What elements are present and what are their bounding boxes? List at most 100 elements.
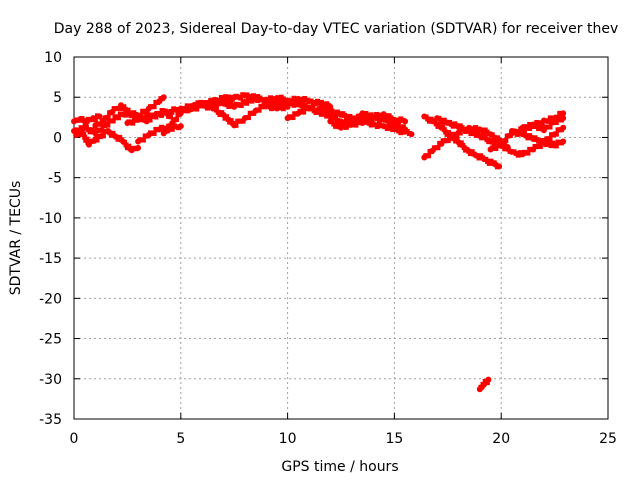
sample-marker xyxy=(159,112,165,118)
y-tick-label: -30 xyxy=(39,372,62,388)
sample-marker xyxy=(185,108,191,114)
data-point xyxy=(485,376,492,383)
data-point xyxy=(560,138,567,145)
sample-marker xyxy=(545,118,551,124)
sample-marker xyxy=(125,107,131,113)
sample-marker xyxy=(553,143,559,149)
sample-marker xyxy=(169,126,175,132)
sample-marker xyxy=(539,120,545,126)
sample-marker xyxy=(301,109,307,115)
sample-marker xyxy=(354,118,360,124)
sample-marker xyxy=(553,120,559,126)
sample-marker xyxy=(280,106,286,112)
data-point xyxy=(560,110,567,117)
sample-marker xyxy=(174,116,180,122)
tick-marks xyxy=(73,56,609,420)
sample-marker xyxy=(312,101,318,107)
sample-marker xyxy=(130,120,136,126)
sample-marker xyxy=(144,108,150,114)
sample-marker xyxy=(484,380,490,386)
y-tick-labels: 10 5 0 -5 -10 -15 -20 -25 -30 -35 xyxy=(39,50,62,428)
sample-marker xyxy=(255,98,261,104)
sample-marker xyxy=(300,98,306,104)
sample-marker xyxy=(123,112,129,118)
sample-marker xyxy=(368,112,374,118)
sample-marker xyxy=(553,131,559,137)
sample-marker xyxy=(105,114,111,120)
chart-title: Day 288 of 2023, Sidereal Day-to-day VTE… xyxy=(54,21,618,37)
sample-marker xyxy=(169,109,175,115)
data-point xyxy=(284,103,291,110)
sample-marker xyxy=(224,114,230,120)
data-point xyxy=(402,118,409,125)
sample-marker xyxy=(153,114,159,120)
sample-marker xyxy=(475,130,481,136)
sample-marker xyxy=(100,133,106,139)
sample-marker xyxy=(372,115,378,121)
y-axis-label: SDTVAR / TECUs xyxy=(8,181,24,296)
sample-marker xyxy=(76,128,82,134)
sample-marker xyxy=(98,127,104,133)
data-point xyxy=(560,115,567,122)
sample-marker xyxy=(437,122,443,128)
sample-marker xyxy=(537,143,543,149)
sample-marker xyxy=(122,106,128,112)
data-points xyxy=(71,92,567,393)
sample-marker xyxy=(151,130,157,136)
sample-marker xyxy=(92,116,98,122)
sample-marker xyxy=(140,137,146,143)
sample-marker xyxy=(228,118,234,124)
sample-marker xyxy=(256,107,262,113)
sample-marker xyxy=(116,105,122,111)
sample-marker xyxy=(525,125,531,131)
sample-marker xyxy=(457,130,463,136)
data-point xyxy=(560,124,567,131)
sample-marker xyxy=(245,115,251,121)
sample-marker xyxy=(122,139,128,145)
sample-marker xyxy=(449,135,455,141)
sample-marker xyxy=(426,153,432,159)
sample-marker xyxy=(123,142,129,148)
sample-marker xyxy=(110,118,116,124)
sample-marker xyxy=(94,137,100,143)
sample-marker xyxy=(278,101,284,107)
data-point xyxy=(177,123,184,130)
sample-marker xyxy=(547,136,553,142)
sample-marker xyxy=(84,136,90,142)
sample-marker xyxy=(268,101,274,107)
x-tick-label: 15 xyxy=(385,431,403,447)
sample-marker xyxy=(515,152,521,158)
x-tick-label: 25 xyxy=(599,431,617,447)
sample-marker xyxy=(376,117,382,123)
sample-marker xyxy=(291,102,297,108)
sample-marker xyxy=(238,95,244,101)
sample-marker xyxy=(151,104,157,110)
sample-marker xyxy=(249,98,255,104)
sample-marker xyxy=(398,130,404,136)
data-point xyxy=(160,94,167,101)
sample-marker xyxy=(396,119,402,125)
sample-marker xyxy=(435,145,441,151)
data-point xyxy=(408,131,415,138)
y-tick-label: 5 xyxy=(53,90,62,106)
data-point xyxy=(135,144,142,151)
sample-marker xyxy=(194,106,200,112)
sample-marker xyxy=(503,138,509,144)
sample-marker xyxy=(445,138,451,144)
sample-marker xyxy=(238,102,244,108)
sample-marker xyxy=(290,115,296,121)
sample-marker xyxy=(240,118,246,124)
sample-marker xyxy=(493,145,499,151)
sample-marker xyxy=(233,122,239,128)
sample-marker xyxy=(164,128,170,134)
plot-area-border xyxy=(73,56,609,420)
y-tick-label: -15 xyxy=(39,251,62,267)
sample-marker xyxy=(400,124,406,130)
sample-marker xyxy=(343,124,349,130)
y-tick-label: 0 xyxy=(53,130,62,146)
sample-marker xyxy=(521,128,527,134)
sample-marker xyxy=(121,104,127,110)
y-tick-label: -25 xyxy=(39,332,62,348)
sample-marker xyxy=(244,100,250,106)
